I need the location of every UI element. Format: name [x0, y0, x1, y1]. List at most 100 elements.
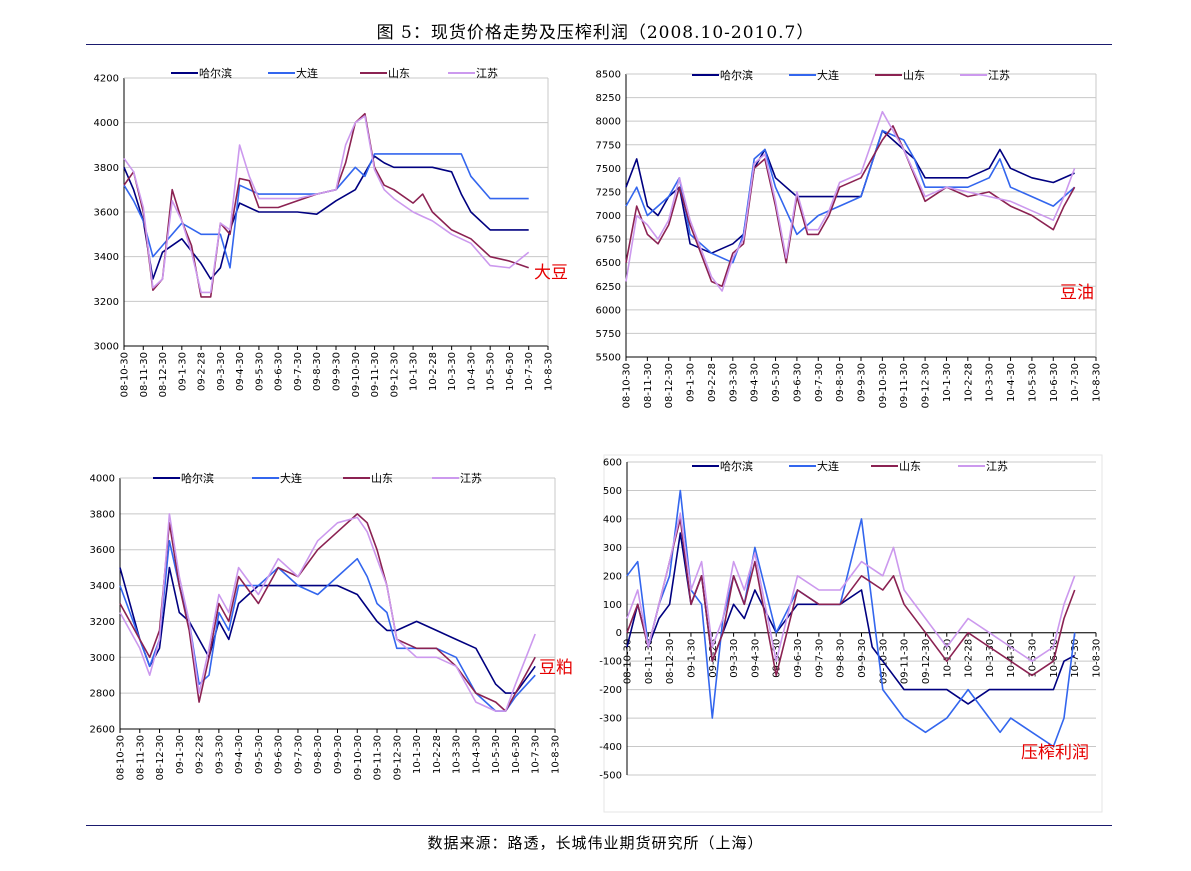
legend-label: 山东 — [388, 67, 410, 80]
x-tick-label: 09-10-30 — [351, 352, 362, 397]
series-line-1 — [123, 155, 529, 280]
y-tick-label: 8000 — [596, 117, 621, 128]
x-tick-label: 08-12-30 — [665, 639, 676, 684]
y-tick-label: 4200 — [94, 74, 119, 85]
legend-label: 山东 — [903, 69, 925, 82]
y-tick-label: 300 — [603, 543, 622, 554]
x-tick-label: 09-5-30 — [771, 363, 782, 402]
y-tick-label: 3000 — [90, 653, 115, 664]
y-tick-label: 7750 — [596, 140, 621, 151]
x-tick-label: 09-10-30 — [353, 735, 364, 780]
series-line-4 — [625, 110, 1076, 292]
x-tick-label: 10-4-30 — [471, 735, 482, 774]
x-tick-label: 09-11-30 — [370, 352, 381, 397]
x-tick-label: 08-10-30 — [623, 639, 634, 684]
x-tick-label: 09-3-30 — [729, 639, 740, 678]
x-tick-label: 09-8-30 — [835, 363, 846, 402]
x-tick-label: 09-8-30 — [313, 735, 324, 774]
y-tick-label: 8250 — [596, 93, 621, 104]
x-tick-label: 10-3-30 — [985, 639, 996, 678]
x-tick-label: 08-11-30 — [643, 363, 654, 408]
x-tick-label: 10-7-30 — [531, 735, 542, 774]
x-tick-label: 10-6-30 — [511, 735, 522, 774]
x-tick-label: 09-4-30 — [234, 735, 245, 774]
x-tick-label: 10-1-30 — [942, 363, 953, 402]
x-tick-label: 10-8-30 — [544, 352, 555, 391]
x-tick-label: 09-6-30 — [793, 639, 804, 678]
x-tick-label: 09-4-30 — [750, 363, 761, 402]
x-tick-label: 10-2-28 — [428, 352, 439, 391]
y-tick-label: -300 — [599, 714, 622, 725]
series-line-4 — [626, 512, 1076, 663]
x-tick-label: 09-9-30 — [857, 363, 868, 402]
x-tick-label: 08-12-30 — [664, 363, 675, 408]
x-tick-label: 10-1-30 — [942, 639, 953, 678]
x-tick-label: 10-6-30 — [505, 352, 516, 391]
x-tick-label: 10-7-30 — [1070, 639, 1081, 678]
x-tick-label: 10-2-28 — [963, 363, 974, 402]
x-tick-label: 09-2-28 — [197, 352, 208, 391]
y-tick-label: 6000 — [596, 305, 621, 316]
y-tick-label: 3600 — [90, 545, 115, 556]
y-tick-label: 8500 — [596, 70, 621, 81]
x-tick-label: 10-1-30 — [412, 735, 423, 774]
x-tick-label: 10-5-30 — [486, 352, 497, 391]
series-line-4 — [123, 115, 530, 294]
y-tick-label: 3800 — [90, 509, 115, 520]
y-tick-label: 3600 — [94, 208, 119, 219]
x-tick-label: 09-1-30 — [177, 352, 188, 391]
chart-annotation: 豆油 — [1060, 283, 1094, 303]
y-tick-label: 500 — [603, 486, 622, 497]
x-tick-label: 09-2-28 — [707, 363, 718, 402]
chart-annotation: 豆粕 — [539, 658, 573, 678]
x-tick-label: 09-3-30 — [214, 735, 225, 774]
x-tick-label: 10-3-30 — [452, 735, 463, 774]
x-tick-label: 10-7-30 — [524, 352, 535, 391]
x-tick-label: 09-5-30 — [254, 352, 265, 391]
x-tick-label: 10-1-30 — [409, 352, 420, 391]
legend-label: 大连 — [817, 68, 839, 82]
y-tick-label: 100 — [603, 600, 622, 611]
series-line-3 — [626, 518, 1076, 677]
y-tick-label: 3200 — [90, 617, 115, 628]
x-tick-label: 09-9-30 — [333, 735, 344, 774]
y-tick-label: 7500 — [596, 164, 621, 175]
x-tick-label: 09-1-30 — [686, 639, 697, 678]
y-tick-label: -500 — [599, 771, 622, 782]
y-tick-label: 6250 — [596, 282, 621, 293]
y-tick-label: 2600 — [90, 725, 115, 736]
x-tick-label: 09-7-30 — [814, 363, 825, 402]
y-tick-label: 2800 — [90, 689, 115, 700]
data-source: 数据来源：路透，长城伟业期货研究所（上海） — [427, 834, 764, 852]
x-tick-label: 10-8-30 — [1092, 363, 1103, 402]
x-tick-label: 09-6-30 — [792, 363, 803, 402]
x-tick-label: 10-2-28 — [432, 735, 443, 774]
x-tick-label: 08-10-30 — [120, 352, 131, 397]
x-tick-label: 09-11-30 — [373, 735, 384, 780]
y-tick-label: 4000 — [90, 474, 115, 485]
y-tick-label: -400 — [599, 742, 622, 753]
series-line-2 — [119, 539, 536, 712]
x-tick-label: 09-12-30 — [921, 639, 932, 684]
x-tick-label: 09-6-30 — [274, 352, 285, 391]
x-tick-label: 09-3-30 — [728, 363, 739, 402]
series-line-1 — [626, 532, 1076, 705]
legend-label: 哈尔滨 — [199, 66, 232, 80]
x-tick-label: 09-6-30 — [274, 735, 285, 774]
series-line-4 — [119, 513, 536, 712]
x-tick-label: 09-8-30 — [312, 352, 323, 391]
y-tick-label: 3000 — [94, 342, 119, 353]
x-tick-label: 09-9-30 — [857, 639, 868, 678]
legend-label: 江苏 — [986, 460, 1008, 473]
y-tick-label: 600 — [603, 458, 622, 469]
x-tick-label: 09-11-30 — [900, 639, 911, 684]
page-title: 图 5：现货价格走势及压榨利润（2008.10-2010.7） — [376, 23, 815, 43]
legend-label: 大连 — [280, 471, 302, 485]
x-tick-label: 10-5-30 — [1027, 363, 1038, 402]
title-rule — [86, 44, 1112, 45]
series-line-3 — [625, 125, 1076, 288]
x-tick-label: 10-5-30 — [491, 735, 502, 774]
series-line-3 — [123, 112, 529, 298]
